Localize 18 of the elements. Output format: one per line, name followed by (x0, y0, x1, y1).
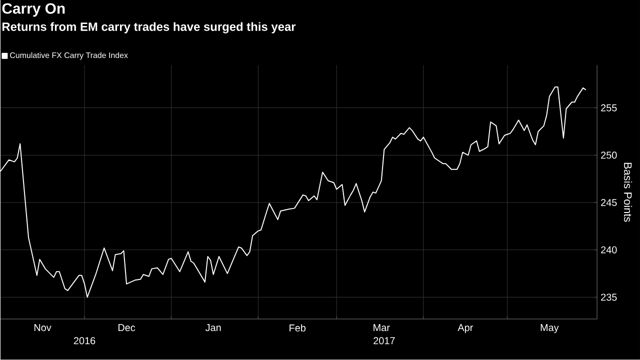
x-tick-label: May (540, 324, 559, 334)
chart-title: Carry On (2, 3, 65, 17)
x-tick-label: Jan (205, 324, 221, 332)
text: 2016 (74, 337, 96, 344)
x-tick-label: Apr (458, 324, 473, 334)
x-tick-label: Nov (34, 324, 52, 332)
y-tick-label: 255 (601, 104, 617, 112)
y-tick-label: 235 (601, 294, 617, 301)
y-tick-label: 245 (601, 199, 617, 206)
y-axis-title: Basis Points (624, 163, 632, 222)
x-tick-label: Dec (118, 324, 136, 332)
y-tick-label: 250 (601, 152, 617, 159)
y-tick-label: 240 (601, 246, 617, 254)
line-series (0, 86, 586, 298)
chart-subtitle: Returns from EM carry trades have surged this year (2, 22, 296, 34)
text: 2017 (374, 337, 395, 344)
x-tick-label: Mar (374, 324, 390, 332)
x-tick-label: Feb (290, 324, 306, 332)
